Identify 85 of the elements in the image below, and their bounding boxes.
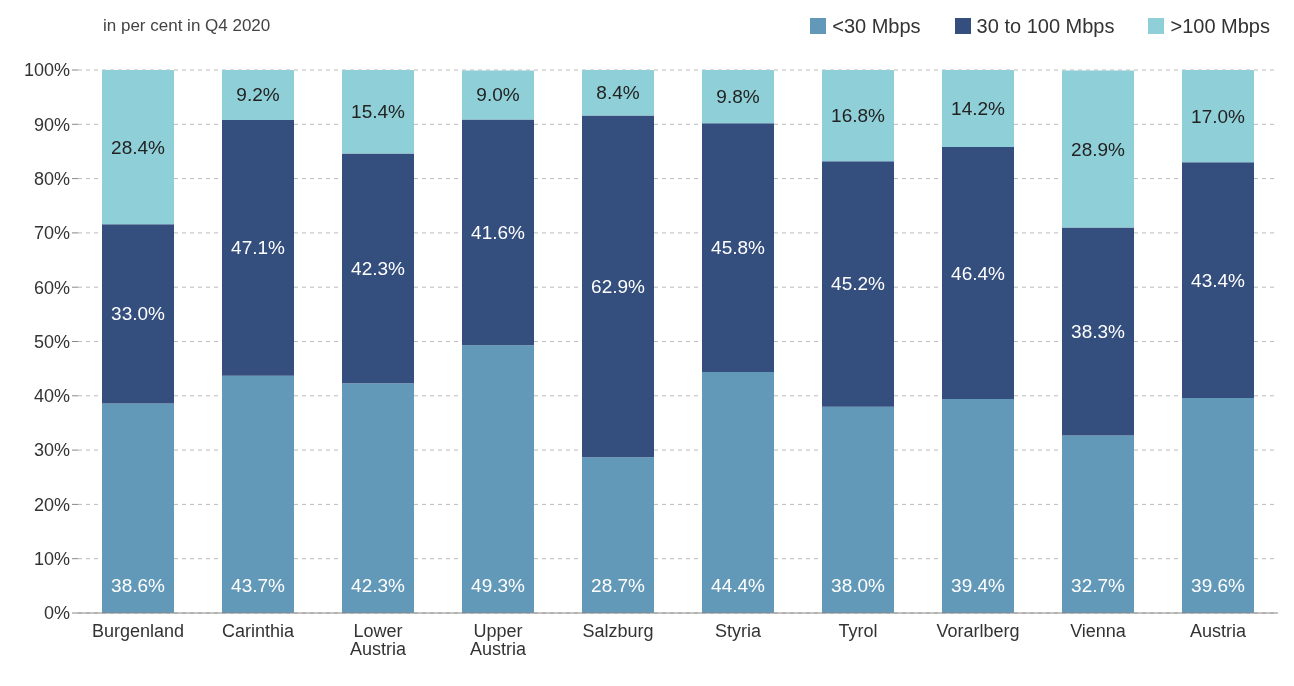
legend-label: 30 to 100 Mbps: [976, 14, 1115, 38]
bar: [462, 345, 534, 613]
y-tick-label: 70%: [33, 223, 70, 244]
y-tick-label: 20%: [33, 494, 70, 515]
bar: [1182, 162, 1254, 398]
data-label: 38.3%: [1071, 320, 1126, 342]
bar: [942, 399, 1014, 613]
data-label: 39.4%: [951, 574, 1006, 596]
bar: [702, 371, 774, 613]
bar: [462, 70, 534, 120]
data-label: 38.0%: [831, 574, 886, 596]
data-label: 15.4%: [351, 101, 406, 123]
bar: [582, 115, 654, 458]
data-label: 8.4%: [596, 82, 640, 104]
x-tick-label: Upper Austria: [469, 621, 527, 659]
x-tick-label: Styria: [714, 621, 762, 641]
bar: [342, 70, 414, 154]
bar: [942, 70, 1014, 148]
bar: [1182, 70, 1254, 163]
bar: [222, 375, 294, 613]
y-tick-label: 30%: [33, 440, 70, 461]
data-label: 42.3%: [351, 257, 406, 279]
data-label: 62.9%: [591, 275, 646, 297]
data-label: 42.3%: [351, 574, 406, 596]
data-label: 28.7%: [591, 574, 646, 596]
bar: [342, 153, 414, 384]
data-label: 17.0%: [1191, 105, 1246, 127]
data-label: 9.8%: [716, 86, 760, 108]
bar: [822, 161, 894, 407]
data-label: 43.4%: [1191, 269, 1246, 291]
data-label: 38.6%: [111, 574, 166, 596]
x-tick-label: Salzburg: [582, 621, 654, 641]
bar: [1062, 227, 1134, 436]
data-label: 39.6%: [1191, 574, 1246, 596]
bar: [102, 403, 174, 613]
data-label: 32.7%: [1071, 574, 1126, 596]
bar: [342, 383, 414, 613]
bar: [462, 119, 534, 346]
bar: [222, 70, 294, 120]
bar: [222, 119, 294, 376]
y-tick-label: 10%: [33, 549, 70, 570]
data-label: 28.4%: [111, 136, 166, 158]
bar: [942, 147, 1014, 400]
data-label: 16.8%: [831, 105, 886, 127]
data-label: 49.3%: [471, 574, 526, 596]
y-tick-label: 60%: [33, 277, 70, 298]
x-tick-label: Burgenland: [91, 621, 185, 641]
bar: [1062, 70, 1134, 228]
x-tick-label: Carinthia: [221, 621, 295, 641]
data-label: 9.2%: [236, 84, 280, 106]
x-tick-label: Austria: [1189, 621, 1247, 641]
data-label: 45.8%: [711, 237, 766, 259]
chart-subtitle: in per cent in Q4 2020: [103, 16, 271, 36]
bar: [102, 224, 174, 404]
data-label: 43.7%: [231, 574, 286, 596]
data-label: 44.4%: [711, 574, 766, 596]
data-label: 41.6%: [471, 221, 526, 243]
y-tick-label: 50%: [33, 331, 70, 352]
bar: [702, 123, 774, 372]
bar: [102, 70, 174, 225]
data-label: 28.9%: [1071, 138, 1126, 160]
x-tick-label: Tyrol: [838, 621, 878, 641]
x-tick-label: Lower Austria: [349, 621, 407, 659]
data-label: 14.2%: [951, 98, 1006, 120]
y-tick-label: 0%: [43, 603, 70, 624]
y-tick-label: 80%: [33, 168, 70, 189]
bar: [1182, 397, 1254, 613]
bar: [702, 70, 774, 124]
bar: [582, 457, 654, 613]
legend-label: >100 Mbps: [1170, 14, 1270, 38]
data-label: 33.0%: [111, 303, 166, 325]
y-tick-label: 40%: [33, 386, 70, 407]
legend-label: <30 Mbps: [832, 14, 921, 38]
data-label: 9.0%: [476, 84, 520, 106]
x-tick-label: Vienna: [1070, 621, 1127, 641]
bar: [582, 70, 654, 116]
bar: [822, 70, 894, 162]
data-label: 46.4%: [951, 262, 1006, 284]
bar: [1062, 435, 1134, 613]
y-tick-label: 100%: [23, 60, 70, 81]
bar: [822, 406, 894, 613]
data-label: 45.2%: [831, 273, 886, 295]
data-label: 47.1%: [231, 237, 286, 259]
x-tick-label: Vorarlberg: [936, 621, 1020, 641]
y-tick-label: 90%: [33, 114, 70, 135]
